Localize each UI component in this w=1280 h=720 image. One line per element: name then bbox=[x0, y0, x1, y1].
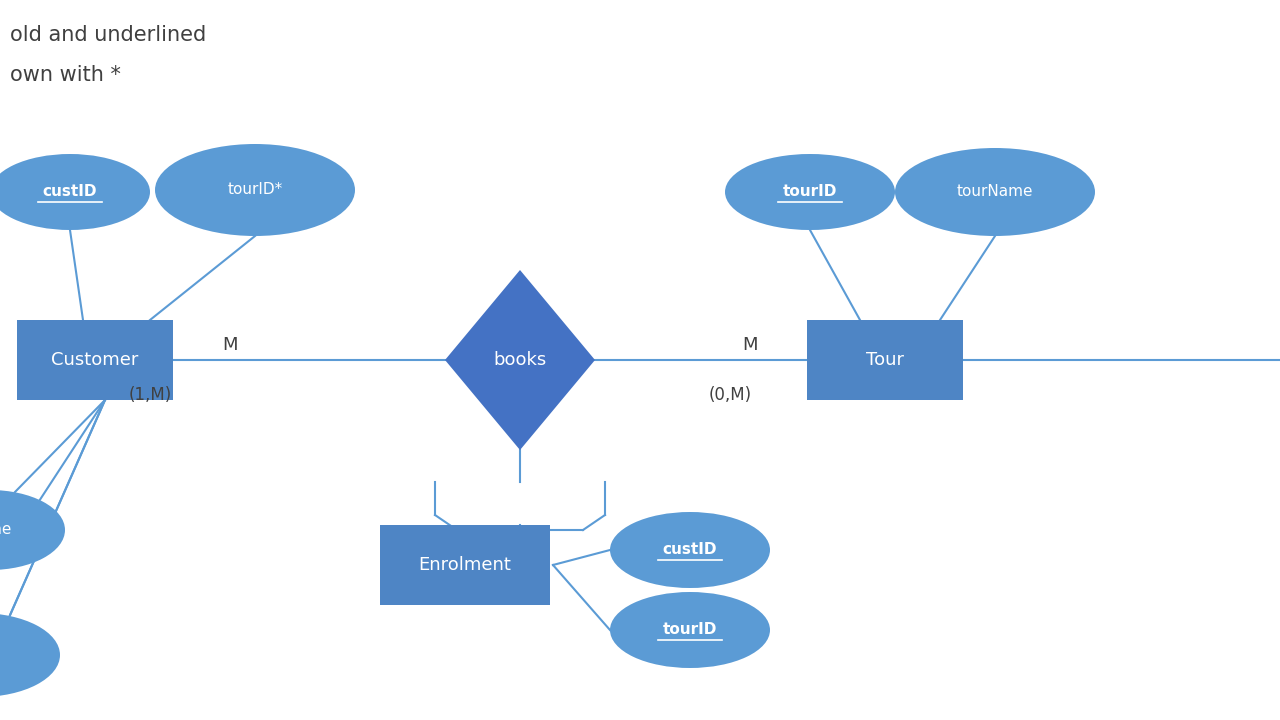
Text: Enrolment: Enrolment bbox=[419, 556, 512, 574]
Text: tourName: tourName bbox=[956, 184, 1033, 199]
Ellipse shape bbox=[611, 512, 771, 588]
Polygon shape bbox=[445, 270, 595, 450]
Text: Tour: Tour bbox=[867, 351, 904, 369]
Text: own with *: own with * bbox=[10, 65, 120, 85]
FancyBboxPatch shape bbox=[18, 320, 173, 400]
Text: old and underlined: old and underlined bbox=[10, 25, 206, 45]
Ellipse shape bbox=[0, 490, 65, 570]
Text: M: M bbox=[223, 336, 238, 354]
Text: tourID: tourID bbox=[663, 623, 717, 637]
Ellipse shape bbox=[0, 154, 150, 230]
Ellipse shape bbox=[611, 592, 771, 668]
Ellipse shape bbox=[724, 154, 895, 230]
Text: books: books bbox=[493, 351, 547, 369]
FancyBboxPatch shape bbox=[380, 525, 550, 605]
Text: custID: custID bbox=[663, 542, 717, 557]
Text: custID: custID bbox=[42, 184, 97, 199]
Text: M: M bbox=[742, 336, 758, 354]
Ellipse shape bbox=[155, 144, 355, 236]
Text: Customer: Customer bbox=[51, 351, 138, 369]
Text: (0,M): (0,M) bbox=[708, 386, 751, 404]
Ellipse shape bbox=[895, 148, 1094, 236]
Text: name: name bbox=[0, 523, 12, 538]
Ellipse shape bbox=[0, 613, 60, 697]
Text: (1,M): (1,M) bbox=[128, 386, 172, 404]
Text: tourID: tourID bbox=[783, 184, 837, 199]
FancyBboxPatch shape bbox=[808, 320, 963, 400]
Text: tourID*: tourID* bbox=[228, 182, 283, 197]
